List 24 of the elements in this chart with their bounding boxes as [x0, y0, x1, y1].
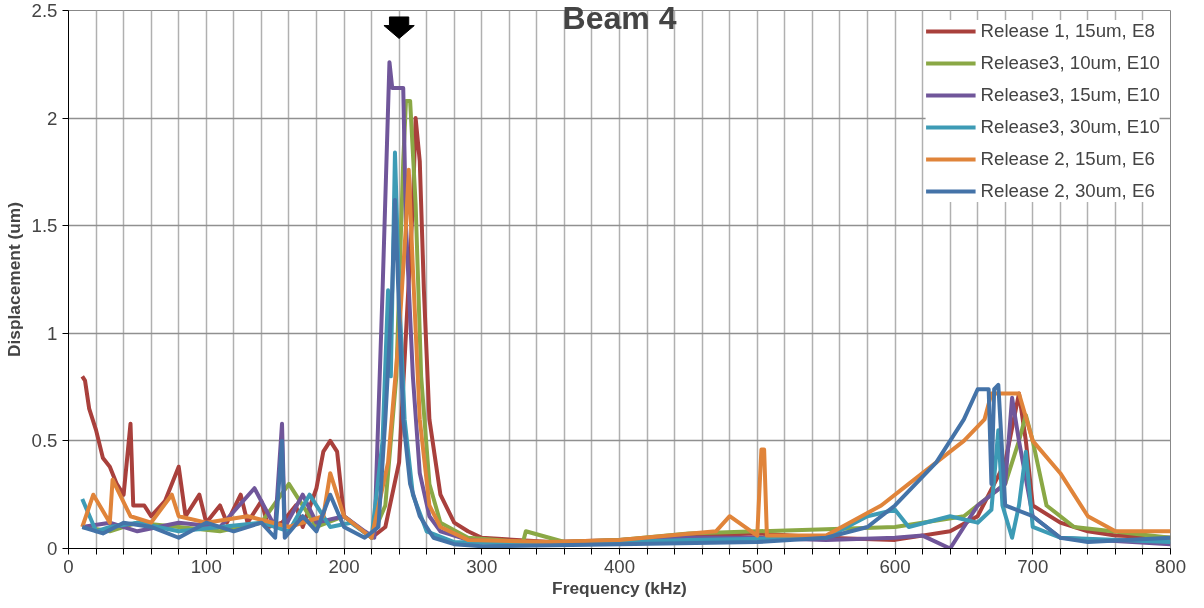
x-tick-label: 600: [879, 555, 911, 577]
legend-label: Release 2, 15um, E6: [980, 148, 1155, 170]
y-tick-label: 2: [47, 107, 58, 129]
y-axis-title: Displacement (um): [3, 201, 24, 358]
x-tick-label: 500: [741, 555, 773, 577]
y-tick-label: 0: [47, 538, 58, 559]
x-tick-label: 100: [190, 555, 222, 577]
x-tick-label: 800: [1154, 555, 1187, 577]
chart-title: Beam 4: [562, 0, 677, 36]
legend-label: Release 1, 15um, E8: [980, 20, 1155, 42]
x-axis-title: Frequency (kHz): [552, 577, 687, 598]
legend-label: Release3, 10um, E10: [980, 52, 1160, 74]
x-tick-label: 400: [603, 555, 636, 577]
legend-label: Release3, 15um, E10: [980, 84, 1160, 106]
y-tick-label: 1.5: [31, 215, 58, 237]
x-tick-label: 700: [1017, 555, 1049, 577]
x-tick-label: 200: [328, 555, 360, 577]
legend-label: Release3, 30um, E10: [980, 116, 1160, 138]
y-tick-label: 0.5: [31, 430, 58, 452]
y-tick-label: 1: [47, 322, 58, 344]
x-tick-label: 300: [466, 555, 498, 577]
legend-label: Release 2, 30um, E6: [980, 180, 1155, 202]
x-tick-label: 0: [63, 555, 74, 577]
y-tick-label: 2.5: [31, 0, 58, 21]
